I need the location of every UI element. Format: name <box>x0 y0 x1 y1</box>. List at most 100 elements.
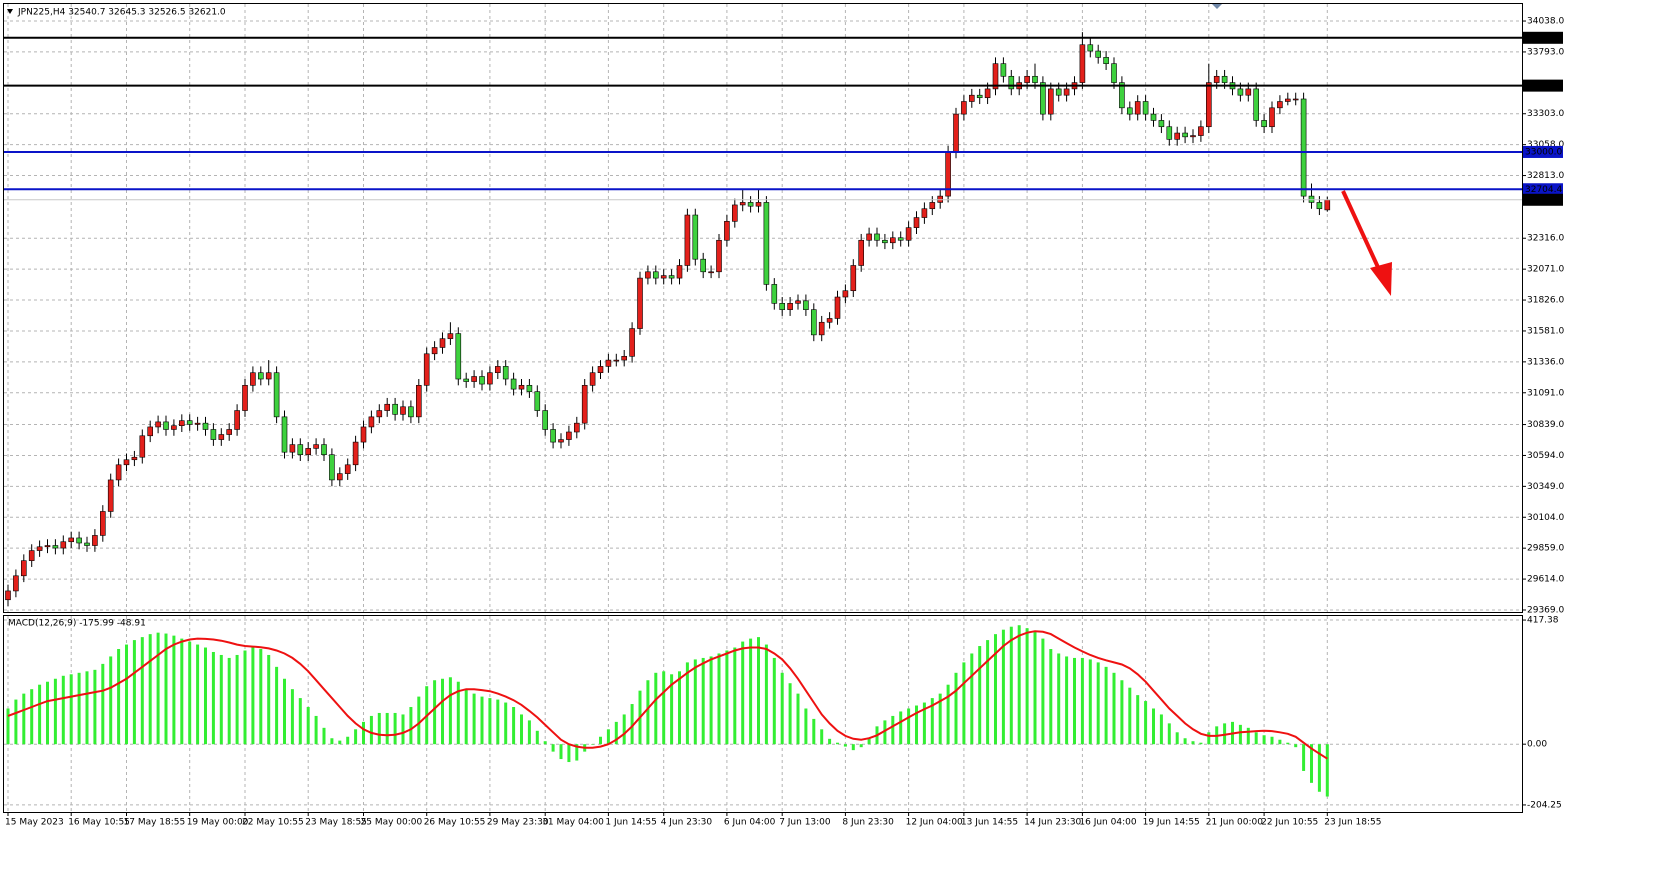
y-tick-label: 0.00 <box>1527 740 1547 750</box>
macd-bar <box>433 680 437 745</box>
macd-bar <box>1096 662 1100 745</box>
candle-body <box>976 94 983 99</box>
candle-body <box>431 347 438 355</box>
macd-bar <box>843 744 847 747</box>
macd-bar <box>1286 742 1290 745</box>
macd-bar <box>38 684 42 745</box>
macd-bar <box>409 707 413 745</box>
macd-bar <box>978 646 982 745</box>
candle-body <box>68 537 74 543</box>
price-pane-frame <box>3 3 1523 613</box>
candle-body <box>842 290 849 298</box>
chart-header: JPN225,H4 32540.7 32645.3 32526.5 32621.… <box>17 8 226 18</box>
macd-bar <box>117 649 121 745</box>
macd-bar <box>1325 744 1329 797</box>
candle-body <box>1277 101 1283 109</box>
x-tick-label: 16 May 10:55 <box>68 818 130 828</box>
grid <box>4 4 1522 812</box>
macd-bar <box>646 680 650 745</box>
macd-bar <box>1175 732 1179 745</box>
macd-bar <box>828 738 832 745</box>
candle-body <box>731 204 738 222</box>
macd-bar <box>1073 657 1076 745</box>
candle-body <box>921 208 928 218</box>
macd-bar <box>1270 736 1274 745</box>
menu-triangle[interactable] <box>7 9 13 14</box>
candle-body <box>747 202 754 207</box>
macd-bar <box>883 720 887 745</box>
candle-body <box>1206 82 1212 128</box>
macd-bar <box>1001 629 1005 745</box>
candle-body <box>1087 44 1094 52</box>
macd-bar <box>267 654 271 745</box>
candle-body <box>566 431 572 440</box>
macd-bar <box>377 712 381 745</box>
candle-body <box>629 328 635 357</box>
candle-body <box>1292 98 1299 101</box>
candle-body <box>581 385 588 424</box>
macd-bar <box>69 674 73 745</box>
candle-body <box>305 448 312 456</box>
candle-body <box>834 296 841 319</box>
candle-body <box>795 300 801 304</box>
overlay: 34038.0 33793.0 33303.0 33058.0 32813.0 32316… <box>4 17 1564 828</box>
macd-bar <box>693 659 697 745</box>
macd-bar <box>354 729 358 745</box>
candle-body <box>210 429 217 440</box>
candle-body <box>408 406 414 418</box>
candle-body <box>415 385 422 418</box>
macd-bar <box>14 699 18 745</box>
macd-bar <box>172 635 176 745</box>
candle-body <box>1245 88 1252 96</box>
macd-bar <box>867 738 871 745</box>
macd-bar <box>204 647 207 745</box>
macd-bar <box>219 654 223 745</box>
x-tick-label: 22 Jun 10:55 <box>1261 818 1318 828</box>
level-label-box <box>1523 79 1563 92</box>
candle-body <box>5 590 11 601</box>
macd-bar <box>480 696 484 745</box>
candle-body <box>668 275 675 279</box>
macd-bar <box>614 721 618 745</box>
y-tick-label: 29614.0 <box>1527 575 1564 585</box>
candle-body <box>724 221 730 241</box>
macd-bar <box>338 740 342 745</box>
macd-bar <box>559 744 563 760</box>
candle-body <box>494 366 501 374</box>
candle-body <box>700 258 707 273</box>
macd-bar <box>393 712 397 745</box>
macd-bar <box>1238 724 1242 745</box>
candle-body <box>234 410 240 430</box>
candle-body <box>850 265 857 292</box>
macd-bar <box>1159 714 1163 745</box>
candle-body <box>1095 50 1101 58</box>
y-tick-label: 32071.0 <box>1527 265 1564 275</box>
macd-bar <box>211 651 215 745</box>
x-tick-label: 16 Jun 04:00 <box>1079 818 1136 828</box>
candle-body <box>913 217 920 228</box>
macd-bar <box>1057 653 1061 745</box>
candle-body <box>1198 126 1204 136</box>
y-tick-label: 33058.0 <box>1527 140 1564 150</box>
macd-bar <box>749 638 753 745</box>
candle-body <box>344 464 351 474</box>
macd-bar <box>717 653 721 745</box>
candle-body <box>897 237 904 241</box>
macd-bar <box>448 677 452 745</box>
macd-bar <box>1128 687 1132 745</box>
macd-bar <box>543 741 547 745</box>
level-label: 33525.9 <box>1525 81 1562 91</box>
macd-bar <box>61 675 65 745</box>
candle-body <box>866 233 872 241</box>
candle-body <box>597 366 604 374</box>
macd-bar <box>915 705 918 745</box>
level-label: 32704.4 <box>1525 185 1562 195</box>
macd-bar <box>290 689 294 745</box>
macd-bar <box>1294 744 1298 748</box>
candle-body <box>755 202 762 207</box>
x-tick-label: 15 May 2023 <box>5 818 64 828</box>
macd-bar <box>188 641 192 745</box>
x-tick-label: 14 Jun 23:30 <box>1024 818 1081 828</box>
macd-bar <box>551 744 555 752</box>
